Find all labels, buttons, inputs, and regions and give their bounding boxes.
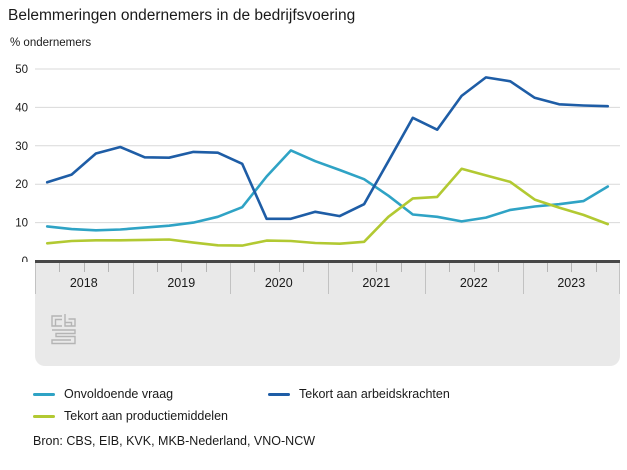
x-axis-year-label-2023: 2023 xyxy=(557,276,586,290)
series-line-tekort-aan-arbeidskrachten xyxy=(45,76,610,221)
x-axis-year-label-2018: 2018 xyxy=(69,276,98,290)
cbs-logo xyxy=(51,314,76,345)
x-axis-panel: 2018 2019 2020 2021 2022 2023 xyxy=(35,263,620,366)
quarter-tick xyxy=(83,263,85,272)
quarter-tick xyxy=(473,263,475,272)
quarter-tick xyxy=(351,263,353,272)
year-tick xyxy=(425,263,426,294)
quarter-tick xyxy=(59,263,61,272)
legend-swatch-tekort-aan-arbeidskrachten xyxy=(268,392,290,396)
year-tick xyxy=(35,263,36,294)
year-tick xyxy=(327,263,329,294)
year-tick xyxy=(230,263,231,294)
y-tick-label-50: 50 xyxy=(15,64,28,76)
legend-item-onvoldoende-vraag: Onvoldoende vraag xyxy=(33,386,268,402)
year-tick xyxy=(522,263,524,294)
quarter-tick xyxy=(376,263,378,272)
legend-label-tekort-aan-productiemiddelen: Tekort aan productiemiddelen xyxy=(64,409,228,423)
legend-swatch-tekort-aan-productiemiddelen xyxy=(33,414,55,418)
quarter-tick xyxy=(449,263,451,272)
legend-item-tekort-aan-arbeidskrachten: Tekort aan arbeidskrachten xyxy=(268,386,603,402)
quarter-tick xyxy=(498,263,500,272)
legend-swatch-onvoldoende-vraag xyxy=(33,392,55,396)
y-axis-unit-label: % ondernemers xyxy=(10,37,92,49)
y-tick-label-30: 30 xyxy=(15,141,28,153)
quarter-tick xyxy=(303,263,305,272)
legend-label-onvoldoende-vraag: Onvoldoende vraag xyxy=(64,387,174,401)
quarter-tick xyxy=(108,263,110,272)
x-axis-year-label-2019: 2019 xyxy=(167,276,196,290)
series-line-onvoldoende-vraag xyxy=(45,149,610,232)
y-tick-label-40: 40 xyxy=(15,102,28,114)
y-tick-label-0: 0 xyxy=(22,256,28,262)
x-axis-baseline xyxy=(35,260,620,263)
x-axis-year-label-2022: 2022 xyxy=(459,276,488,290)
year-tick xyxy=(132,263,134,294)
plot-svg: 0 10 20 30 40 50 xyxy=(15,64,620,262)
legend: Onvoldoende vraag Tekort aan arbeidskrach… xyxy=(33,386,603,424)
x-axis-year-label-2020: 2020 xyxy=(264,276,293,290)
quarter-tick xyxy=(254,263,256,272)
quarter-tick xyxy=(546,263,548,272)
quarter-tick xyxy=(156,263,158,272)
chart-title: Belemmeringen ondernemers in de bedrijfs… xyxy=(8,7,356,24)
y-tick-label-10: 10 xyxy=(15,218,28,230)
quarter-tick xyxy=(205,263,207,272)
series-line-tekort-aan-productiemiddelen xyxy=(45,167,610,247)
y-tick-label-20: 20 xyxy=(15,179,28,191)
quarter-tick xyxy=(181,263,183,272)
quarter-tick xyxy=(278,263,280,272)
legend-label-tekort-aan-arbeidskrachten: Tekort aan arbeidskrachten xyxy=(299,387,450,401)
quarter-tick xyxy=(400,263,402,272)
quarter-tick xyxy=(595,263,597,272)
x-axis-year-label-2021: 2021 xyxy=(362,276,391,290)
year-tick xyxy=(619,263,620,294)
source-line: Bron: CBS, EIB, KVK, MKB-Nederland, VNO-… xyxy=(33,434,316,448)
quarter-tick xyxy=(571,263,573,272)
legend-item-tekort-aan-productiemiddelen: Tekort aan productiemiddelen xyxy=(33,408,268,424)
